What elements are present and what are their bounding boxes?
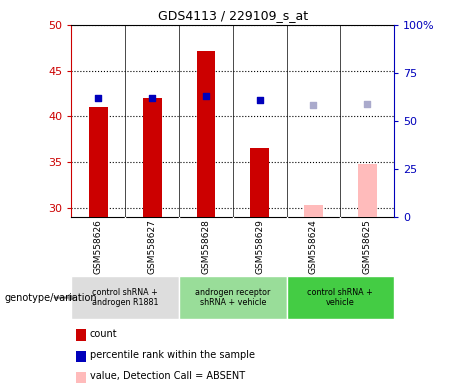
- Text: GSM558627: GSM558627: [148, 219, 157, 274]
- Bar: [71, 276, 179, 319]
- Text: control shRNA +
vehicle: control shRNA + vehicle: [307, 288, 373, 307]
- Bar: [89, 107, 108, 217]
- Bar: [358, 164, 377, 217]
- Text: GSM558628: GSM558628: [201, 219, 210, 274]
- Bar: [143, 98, 161, 217]
- Text: GSM558624: GSM558624: [309, 219, 318, 274]
- Point: [95, 95, 102, 101]
- Bar: [179, 276, 287, 319]
- Bar: [287, 276, 394, 319]
- Bar: [250, 148, 269, 217]
- Text: control shRNA +
androgen R1881: control shRNA + androgen R1881: [92, 288, 159, 307]
- Point: [310, 101, 317, 108]
- Text: value, Detection Call = ABSENT: value, Detection Call = ABSENT: [90, 371, 245, 381]
- Text: GSM558626: GSM558626: [94, 219, 103, 274]
- Text: count: count: [90, 329, 118, 339]
- Title: GDS4113 / 229109_s_at: GDS4113 / 229109_s_at: [158, 9, 308, 22]
- Point: [364, 101, 371, 107]
- Text: GSM558629: GSM558629: [255, 219, 264, 274]
- Point: [148, 95, 156, 101]
- Bar: [304, 205, 323, 217]
- Text: GSM558625: GSM558625: [363, 219, 372, 274]
- Text: percentile rank within the sample: percentile rank within the sample: [90, 350, 255, 360]
- Text: genotype/variation: genotype/variation: [5, 293, 97, 303]
- Bar: [196, 51, 215, 217]
- Point: [256, 97, 263, 103]
- Point: [202, 93, 210, 99]
- Text: androgen receptor
shRNA + vehicle: androgen receptor shRNA + vehicle: [195, 288, 271, 307]
